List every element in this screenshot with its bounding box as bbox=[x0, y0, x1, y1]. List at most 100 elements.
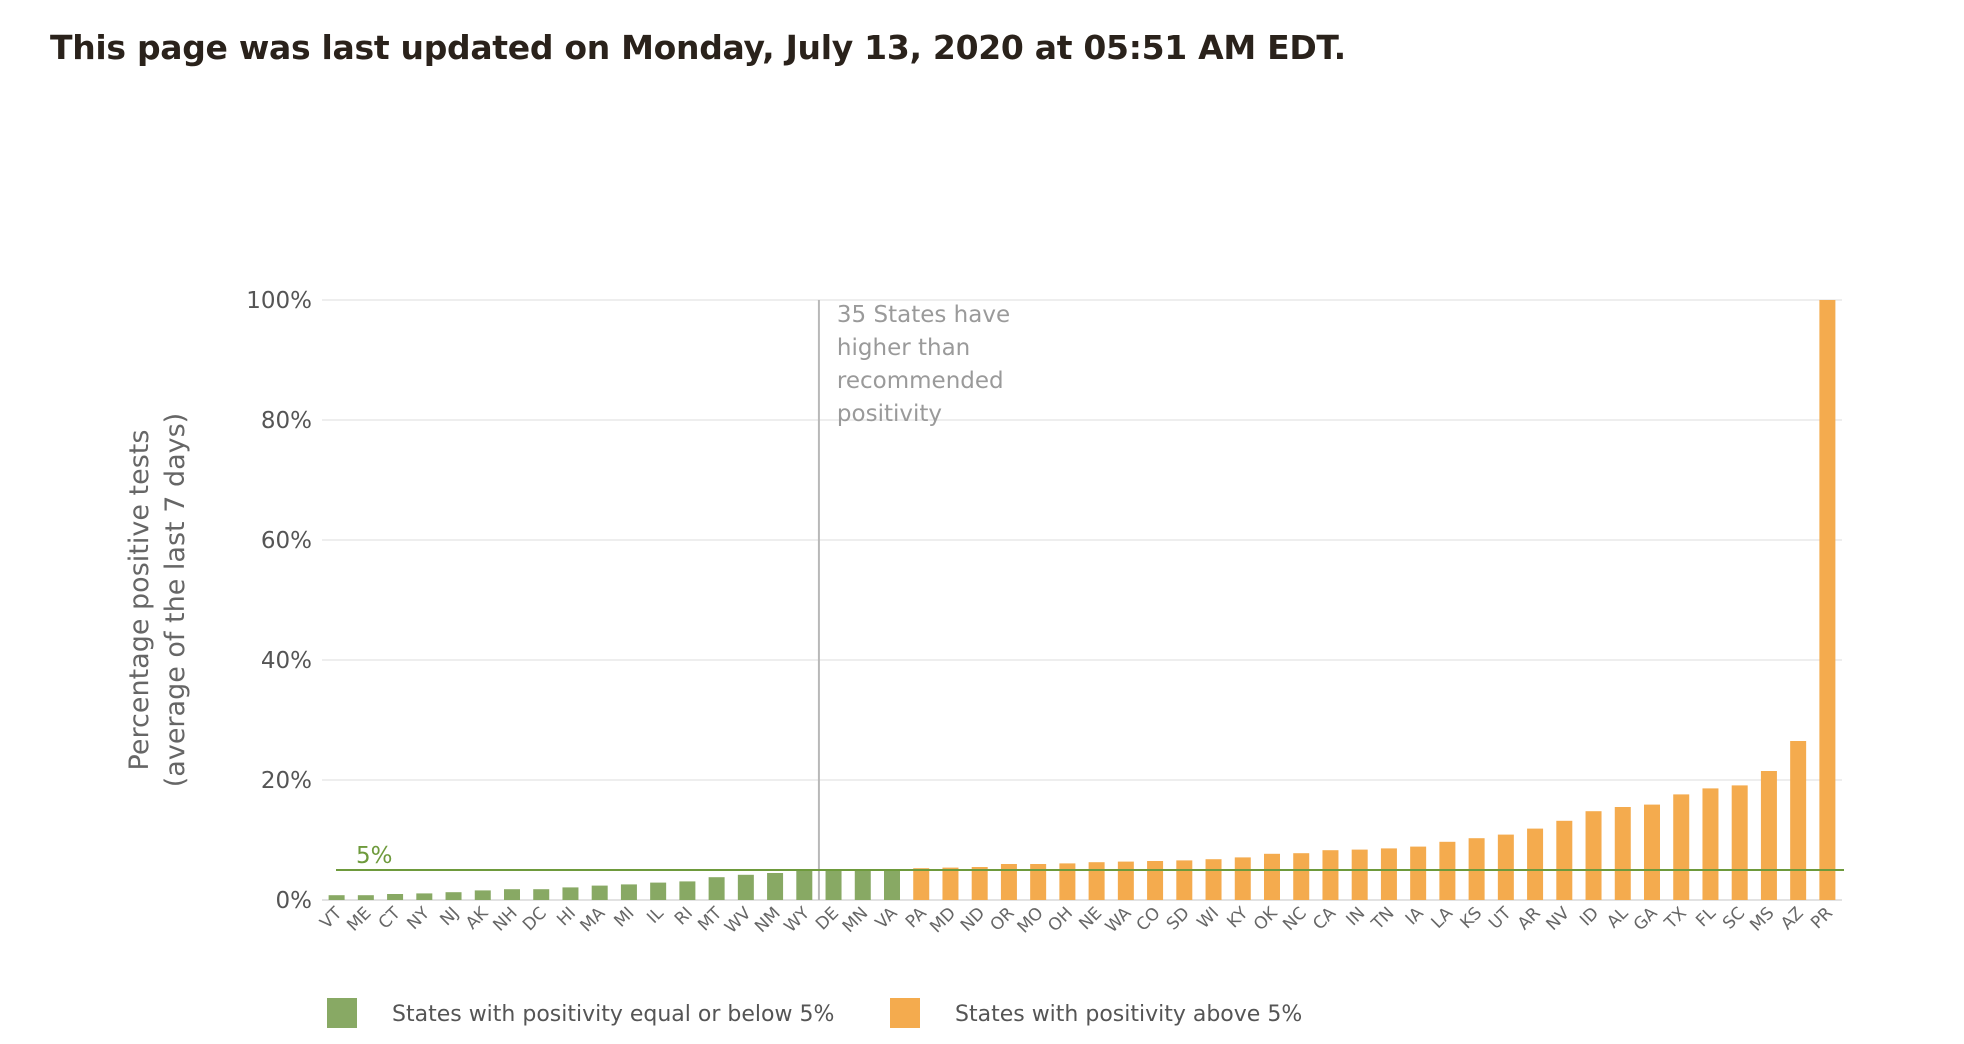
x-tick-label: IN bbox=[1343, 903, 1370, 930]
x-tick-label: MT bbox=[694, 903, 726, 935]
x-tick-label: IL bbox=[643, 903, 668, 928]
x-tick-label: NC bbox=[1279, 903, 1311, 935]
x-tick-label: RI bbox=[671, 903, 697, 929]
bar-ia bbox=[1410, 846, 1427, 900]
y-tick-label: 80% bbox=[261, 408, 312, 434]
x-tick-label: AR bbox=[1514, 903, 1545, 934]
legend-label-above: States with positivity above 5% bbox=[955, 1002, 1302, 1027]
bar-wa bbox=[1117, 861, 1134, 900]
bar-tn bbox=[1380, 848, 1397, 900]
x-tick-label: DC bbox=[519, 903, 551, 935]
x-tick-label: NM bbox=[751, 903, 785, 937]
x-tick-label: WI bbox=[1193, 903, 1223, 933]
bar-mi bbox=[620, 884, 637, 900]
x-tick-label: IA bbox=[1402, 903, 1428, 929]
y-axis-title: Percentage positive tests (average of th… bbox=[124, 413, 191, 787]
x-tick-label: TX bbox=[1660, 903, 1691, 934]
x-tick-label: OH bbox=[1044, 903, 1077, 936]
x-tick-label: MA bbox=[576, 903, 609, 936]
gridlines bbox=[322, 299, 1842, 901]
bar-ny bbox=[416, 893, 433, 900]
x-tick-label: OR bbox=[986, 903, 1018, 935]
y-tick-label: 60% bbox=[261, 528, 312, 554]
bar-or bbox=[1000, 864, 1017, 900]
y-tick-label: 20% bbox=[261, 768, 312, 794]
bar-hi bbox=[562, 887, 579, 900]
x-tick-label: AK bbox=[462, 903, 493, 934]
bar-ak bbox=[474, 890, 491, 900]
x-tick-label: ND bbox=[957, 903, 989, 935]
x-tick-label: CO bbox=[1133, 903, 1165, 935]
x-tick-label: AZ bbox=[1777, 903, 1808, 934]
bar-ky bbox=[1234, 857, 1251, 900]
x-tick-label: ID bbox=[1576, 903, 1603, 930]
bar-il bbox=[650, 882, 667, 900]
x-tick-label: WA bbox=[1102, 903, 1136, 937]
legend: States with positivity equal or below 5%… bbox=[327, 998, 1302, 1028]
bar-ms bbox=[1760, 771, 1777, 900]
x-tick-label: NY bbox=[403, 903, 434, 934]
annotation-line: recommended bbox=[837, 368, 1004, 394]
x-tick-label: MD bbox=[926, 903, 960, 937]
bar-wv bbox=[737, 874, 754, 900]
bars bbox=[328, 300, 1836, 900]
x-tick-label: AL bbox=[1603, 903, 1632, 932]
bar-pa bbox=[913, 868, 930, 900]
bar-wy bbox=[796, 870, 813, 900]
bar-ar bbox=[1527, 828, 1544, 900]
x-tick-label: WV bbox=[721, 903, 756, 938]
bar-ga bbox=[1644, 804, 1660, 900]
bar-ca bbox=[1322, 850, 1339, 900]
x-tick-label: LA bbox=[1428, 903, 1458, 933]
bar-nj bbox=[445, 892, 462, 900]
legend-swatch-below bbox=[327, 998, 357, 1028]
bar-tx bbox=[1673, 794, 1690, 900]
bar-mt bbox=[708, 877, 725, 900]
y-axis-ticks: 0% 20% 40% 60% 80% 100% bbox=[246, 288, 312, 914]
x-tick-label: OK bbox=[1250, 903, 1282, 935]
bar-sd bbox=[1176, 860, 1193, 900]
x-tick-label: SD bbox=[1163, 903, 1194, 934]
bar-va bbox=[884, 870, 900, 900]
bar-mn bbox=[854, 870, 871, 900]
x-tick-label: TN bbox=[1367, 903, 1398, 934]
x-tick-label: UT bbox=[1485, 903, 1516, 934]
bar-ct bbox=[387, 894, 404, 900]
bar-nd bbox=[971, 867, 988, 900]
bar-in bbox=[1351, 849, 1368, 900]
bar-nh bbox=[504, 889, 520, 900]
x-tick-label: CA bbox=[1309, 903, 1340, 934]
x-tick-label: MI bbox=[610, 903, 638, 931]
bar-az bbox=[1790, 741, 1807, 900]
bar-pr bbox=[1819, 300, 1836, 900]
annotation-line: higher than bbox=[837, 335, 970, 361]
y-axis-label-line2: (average of the last 7 days) bbox=[160, 413, 191, 787]
bar-nm bbox=[767, 873, 784, 900]
x-tick-label: VA bbox=[872, 903, 902, 933]
x-tick-label: VT bbox=[316, 903, 346, 933]
bar-ut bbox=[1497, 834, 1514, 900]
bar-wi bbox=[1205, 859, 1222, 900]
x-tick-label: CT bbox=[375, 903, 405, 933]
x-tick-label: MN bbox=[839, 903, 873, 937]
annotation-line: 35 States have bbox=[837, 302, 1010, 328]
x-tick-label: GA bbox=[1630, 903, 1662, 935]
x-tick-label: HI bbox=[553, 903, 580, 930]
bar-id bbox=[1585, 811, 1602, 900]
bar-vt bbox=[328, 895, 345, 900]
x-tick-label: NV bbox=[1542, 903, 1574, 935]
bar-mo bbox=[1030, 864, 1047, 900]
bar-co bbox=[1147, 861, 1164, 900]
x-tick-label: PA bbox=[902, 903, 931, 932]
y-tick-label: 40% bbox=[261, 648, 312, 674]
bar-md bbox=[942, 867, 959, 900]
x-tick-label: NJ bbox=[436, 903, 463, 930]
x-tick-label: NE bbox=[1075, 903, 1106, 934]
annotation-line: positivity bbox=[837, 401, 942, 427]
bar-fl bbox=[1702, 788, 1719, 900]
bar-nv bbox=[1556, 820, 1573, 900]
y-tick-label: 100% bbox=[246, 288, 312, 314]
bar-oh bbox=[1059, 863, 1076, 900]
legend-label-below: States with positivity equal or below 5% bbox=[392, 1002, 834, 1027]
